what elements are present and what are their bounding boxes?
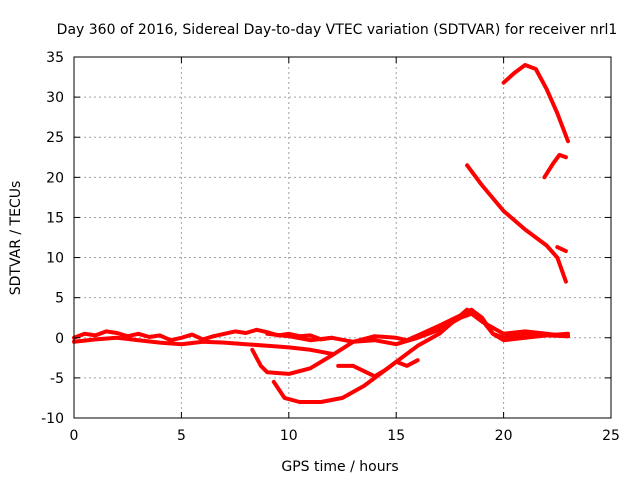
- y-tick-label: 0: [55, 331, 64, 347]
- series-line-2: [72, 335, 334, 356]
- x-axis-label: GPS time / hours: [281, 459, 398, 475]
- series-line-10: [555, 245, 568, 254]
- x-tick-label: 5: [177, 428, 186, 444]
- series-line-5: [265, 311, 570, 347]
- series-line-6: [336, 358, 420, 379]
- x-tick-label: 10: [280, 428, 298, 444]
- y-tick-label: 5: [55, 291, 64, 307]
- plot-frame: [73, 56, 612, 419]
- y-tick-label: -10: [41, 411, 64, 427]
- y-tick-label: 30: [46, 90, 64, 106]
- y-tick-label: 25: [46, 130, 64, 146]
- x-tick-label: 20: [495, 428, 513, 444]
- y-tick-label: 35: [46, 50, 64, 66]
- y-tick-label: 10: [46, 251, 64, 267]
- axis-ticks: 0 5 10 15 20 25 -10 -5 0 5 10 15 20 25 30 35: [41, 50, 620, 444]
- x-tick-label: 0: [70, 428, 79, 444]
- y-axis-label: SDTVAR / TECUs: [8, 181, 24, 296]
- series-line-1: [72, 327, 334, 343]
- series-line-7: [465, 163, 568, 284]
- x-tick-label: 25: [602, 428, 620, 444]
- grid: [74, 57, 611, 418]
- x-tick-label: 15: [387, 428, 405, 444]
- y-tick-label: 20: [46, 170, 64, 186]
- series-line-8: [501, 63, 570, 144]
- y-tick-label: -5: [50, 371, 64, 387]
- chart-title: Day 360 of 2016, Sidereal Day-to-day VTE…: [57, 22, 618, 38]
- y-tick-label: 15: [46, 210, 64, 226]
- series-group: [72, 63, 570, 404]
- series-line-9: [542, 152, 568, 180]
- series-line-4: [271, 307, 570, 404]
